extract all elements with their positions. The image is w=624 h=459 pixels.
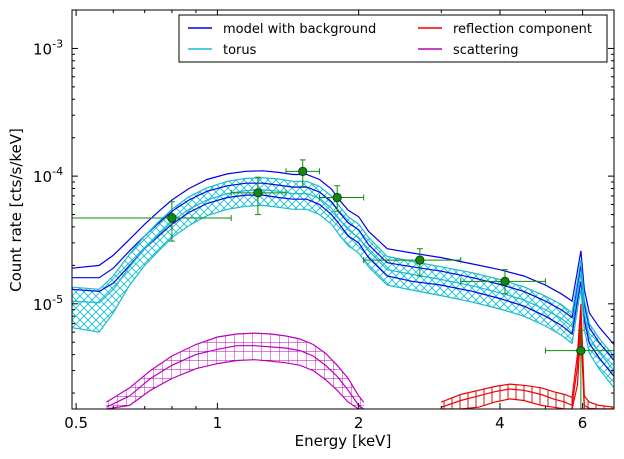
data-point	[460, 269, 546, 295]
data-point	[363, 248, 462, 277]
x-tick-label: 6	[578, 414, 588, 432]
data-point-marker	[500, 276, 510, 286]
x-axis-ticks: 0.5 1 2 4 6	[64, 10, 615, 432]
data-point-marker	[298, 166, 308, 176]
x-tick-label: 4	[495, 414, 505, 432]
legend-label: scattering	[453, 43, 519, 58]
y-tick-label: 10-3	[33, 37, 63, 58]
scattering-series	[106, 332, 365, 409]
data-point	[544, 329, 614, 409]
legend-box	[178, 14, 608, 63]
torus-center-line	[72, 189, 614, 371]
data-point-marker	[576, 346, 586, 356]
legend-label: model with background	[223, 22, 376, 37]
x-axis-label: Energy [keV]	[295, 432, 392, 450]
reflection-component-center-line	[441, 312, 614, 409]
legend: model with background reflection componen…	[178, 14, 608, 63]
data-point	[285, 159, 320, 187]
model-with-background-lower-line	[72, 194, 614, 377]
reflection-component-band	[441, 303, 614, 409]
model-with-background-series	[72, 170, 614, 377]
torus-series	[72, 177, 614, 389]
reflection-component-series	[441, 303, 614, 409]
data-point-marker	[253, 188, 263, 198]
data-point-marker	[167, 213, 177, 223]
y-tick-label: 10-5	[33, 293, 63, 314]
scattering-lower-line	[106, 359, 364, 409]
data-point-marker	[415, 255, 425, 265]
data-point	[318, 185, 365, 212]
x-tick-label: 1	[213, 414, 223, 432]
scattering-upper-line	[106, 332, 365, 403]
x-tick-label: 2	[354, 414, 364, 432]
data-point	[230, 176, 287, 216]
data-point-marker	[332, 192, 342, 203]
y-axis-label: Count rate [cts/s/keV]	[7, 128, 25, 292]
reflection-component-upper-line	[441, 303, 614, 408]
torus-lower-line	[72, 204, 614, 389]
legend-label: torus	[223, 43, 257, 58]
x-tick-label: 0.5	[64, 414, 88, 432]
torus-upper-line	[72, 177, 614, 357]
scattering-band	[106, 333, 364, 409]
model-with-background-center-line	[72, 182, 614, 361]
legend-label: reflection component	[453, 22, 592, 37]
reflection-component-lower-line	[441, 327, 614, 409]
data-point	[72, 201, 232, 242]
torus-band	[72, 177, 614, 388]
scattering-center-line	[106, 345, 365, 409]
plot-frame	[71, 9, 615, 410]
plot-area	[72, 159, 614, 409]
y-tick-label: 10-4	[33, 165, 63, 186]
